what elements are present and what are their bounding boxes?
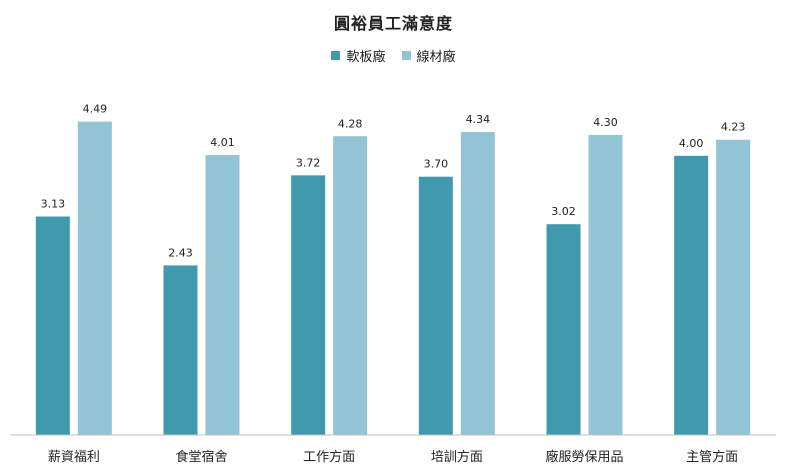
bar-series-2-3 xyxy=(333,136,368,436)
legend-swatch-series-2 xyxy=(401,51,411,60)
data-label-series-1-6: 4.00 xyxy=(679,137,704,150)
bar-series-1-6 xyxy=(674,155,709,436)
bar-series-2-1 xyxy=(77,121,112,436)
legend: 軟板廠 線材廠 xyxy=(0,46,787,65)
data-label-series-1-5: 3.02 xyxy=(551,205,576,218)
bar-series-2-2 xyxy=(205,155,240,436)
x-tick-label-5: 廠服勞保用品 xyxy=(545,449,623,465)
bar-series-1-3 xyxy=(291,175,326,435)
data-label-series-1-1: 3.13 xyxy=(41,198,66,211)
x-tick-label-4: 培訓方面 xyxy=(431,449,483,465)
x-tick-label-1: 薪資福利 xyxy=(48,450,100,465)
bar-series-2-5 xyxy=(588,134,623,436)
x-tick-label-3: 工作方面 xyxy=(303,449,355,465)
data-label-series-2-2: 4.01 xyxy=(210,136,235,149)
bar-series-1-5 xyxy=(546,224,581,435)
legend-item-series-1: 軟板廠 xyxy=(331,46,386,65)
data-label-series-2-3: 4.28 xyxy=(338,117,363,130)
legend-item-series-2: 線材廠 xyxy=(401,46,456,65)
data-label-series-1-4: 3.70 xyxy=(424,158,449,171)
chart-title: 圓裕員工滿意度 xyxy=(333,14,453,33)
data-label-series-1-3: 3.72 xyxy=(296,156,321,169)
x-tick-label-6: 主管方面 xyxy=(686,449,738,465)
legend-label-series-1: 軟板廠 xyxy=(346,50,386,65)
bar-series-1-1 xyxy=(35,216,70,435)
bar-series-2-6 xyxy=(716,139,751,435)
data-label-series-2-6: 4.23 xyxy=(721,121,746,134)
bar-series-1-2 xyxy=(163,265,198,435)
data-label-series-2-1: 4.49 xyxy=(83,103,108,116)
data-label-series-1-2: 2.43 xyxy=(168,246,193,259)
legend-swatch-series-1 xyxy=(331,51,341,60)
bar-series-2-4 xyxy=(460,132,495,435)
data-label-series-2-4: 4.34 xyxy=(466,113,491,126)
bar-series-1-4 xyxy=(418,176,453,436)
legend-label-series-2: 線材廠 xyxy=(416,50,456,65)
x-tick-label-2: 食堂宿舍 xyxy=(175,449,227,465)
data-label-series-2-5: 4.30 xyxy=(593,116,618,129)
